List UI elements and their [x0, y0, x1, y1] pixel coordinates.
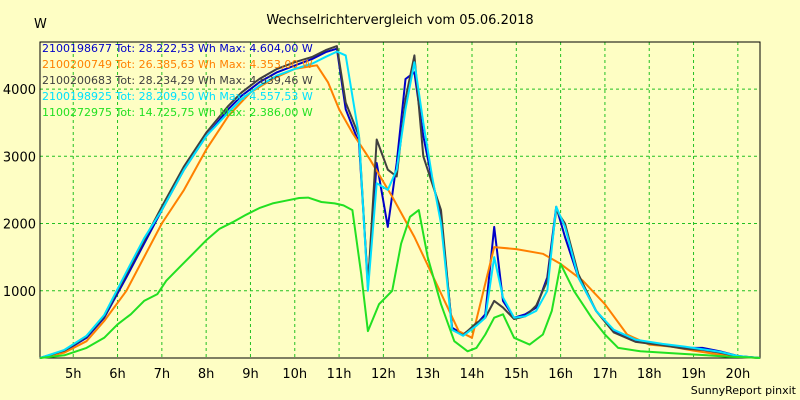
footer-credit: SunnyReport pinxit [691, 384, 797, 397]
x-tick-label: 16h [548, 367, 573, 382]
y-axis-ticks: 1000 2000 3000 4000 [3, 83, 36, 300]
series-line-1100272975 [39, 196, 761, 359]
y-tick-label: 2000 [3, 218, 36, 233]
legend-entry-2100200683: 2100200683 Tot: 28.234,29 Wh Max: 4.639,… [42, 74, 313, 87]
legend-entry-1100272975: 1100272975 Tot: 14.725,75 Wh Max: 2.386,… [42, 106, 313, 119]
x-tick-label: 12h [371, 367, 396, 382]
series-layer [39, 45, 761, 359]
y-axis-unit: W [34, 17, 47, 32]
series-line-2100198925 [39, 50, 761, 359]
x-tick-label: 10h [282, 367, 307, 382]
legend-entry-2100198677: 2100198677 Tot: 28.222,53 Wh Max: 4.604,… [42, 42, 313, 55]
x-tick-label: 13h [415, 367, 440, 382]
chart-title: Wechselrichtervergleich vom 05.06.2018 [266, 13, 533, 28]
y-tick-label: 3000 [3, 150, 36, 165]
legend-entry-2100198925: 2100198925 Tot: 28.209,50 Wh Max: 4.557,… [42, 90, 313, 103]
x-tick-label: 7h [154, 367, 171, 382]
x-tick-label: 17h [593, 367, 618, 382]
series-line-2100200749 [39, 64, 761, 359]
legend: 2100198677 Tot: 28.222,53 Wh Max: 4.604,… [42, 42, 313, 119]
x-tick-label: 18h [637, 367, 662, 382]
y-tick-label: 4000 [3, 83, 36, 98]
x-tick-label: 8h [198, 367, 215, 382]
x-tick-label: 6h [109, 367, 126, 382]
y-tick-label: 1000 [3, 285, 36, 300]
x-tick-label: 19h [681, 367, 706, 382]
plot-frame [39, 41, 761, 359]
x-tick-label: 9h [242, 367, 259, 382]
plot-area [39, 41, 761, 359]
legend-entry-2100200749: 2100200749 Tot: 26.385,63 Wh Max: 4.353,… [42, 58, 313, 71]
x-tick-label: 14h [460, 367, 485, 382]
x-tick-label: 5h [65, 367, 82, 382]
x-axis-ticks: 5h 6h 7h 8h 9h 10h 11h 12h 13h 14h 15h 16h 17h 18h 19h… [65, 367, 750, 382]
x-tick-label: 11h [327, 367, 352, 382]
x-tick-label: 20h [725, 367, 750, 382]
x-tick-label: 15h [504, 367, 529, 382]
